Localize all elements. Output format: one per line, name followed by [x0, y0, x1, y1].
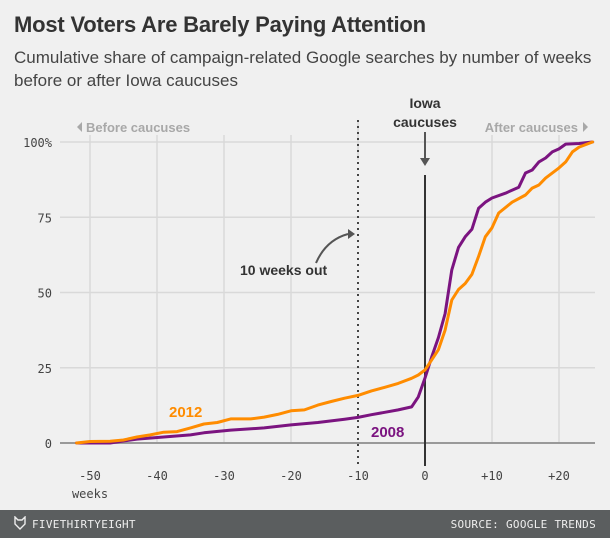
series-label-2012: 2012	[169, 404, 202, 421]
x-axis-ticks: -50 -40 -30 -20 -10 0 +10 +20	[79, 469, 570, 483]
x-tick-label: -40	[146, 469, 168, 483]
series-label-2008: 2008	[371, 424, 404, 441]
line-chart: 0 25 50 75 100% -50 -40 -30 -20 -10 0 +10 +20 Befor…	[23, 95, 595, 501]
arrow-head-icon	[348, 229, 355, 239]
x-tick-label: -10	[347, 469, 369, 483]
before-caucuses-label: Before caucuses	[86, 120, 190, 135]
iowa-label-line2: caucuses	[393, 114, 457, 130]
y-tick-label: 100%	[23, 136, 53, 150]
after-caucuses-label: After caucuses	[485, 120, 578, 135]
chart-title: Most Voters Are Barely Paying Attention	[14, 12, 426, 37]
y-axis-ticks: 0 25 50 75 100%	[23, 136, 53, 451]
series-lines	[75, 140, 594, 445]
x-tick-label: -20	[280, 469, 302, 483]
grid	[60, 120, 595, 444]
chart-subtitle: Cumulative share of campaign-related Goo…	[14, 48, 592, 90]
x-tick-label: -50	[79, 469, 101, 483]
fox-logo-icon	[14, 516, 26, 530]
down-arrow-icon	[420, 158, 430, 166]
y-tick-label: 25	[38, 362, 52, 376]
source-label: SOURCE: GOOGLE TRENDS	[450, 518, 596, 531]
y-tick-label: 75	[38, 211, 52, 225]
x-axis-unit-label: weeks	[72, 487, 108, 501]
ten-weeks-label: 10 weeks out	[240, 262, 327, 278]
series-line-2012	[75, 140, 594, 445]
x-tick-label: +10	[481, 469, 503, 483]
x-tick-label: -30	[213, 469, 235, 483]
right-triangle-icon	[583, 122, 588, 132]
iowa-label-line1: Iowa	[409, 95, 440, 111]
brand-name: FIVETHIRTYEIGHT	[32, 518, 136, 531]
x-tick-label: 0	[421, 469, 428, 483]
x-tick-label: +20	[548, 469, 570, 483]
y-tick-label: 0	[45, 437, 52, 451]
y-tick-label: 50	[38, 287, 52, 301]
curved-arrow-icon	[315, 233, 349, 264]
series-line-2008	[75, 140, 594, 445]
left-triangle-icon	[77, 122, 82, 132]
footer: FIVETHIRTYEIGHT SOURCE: GOOGLE TRENDS	[0, 510, 610, 538]
markers	[357, 120, 430, 466]
